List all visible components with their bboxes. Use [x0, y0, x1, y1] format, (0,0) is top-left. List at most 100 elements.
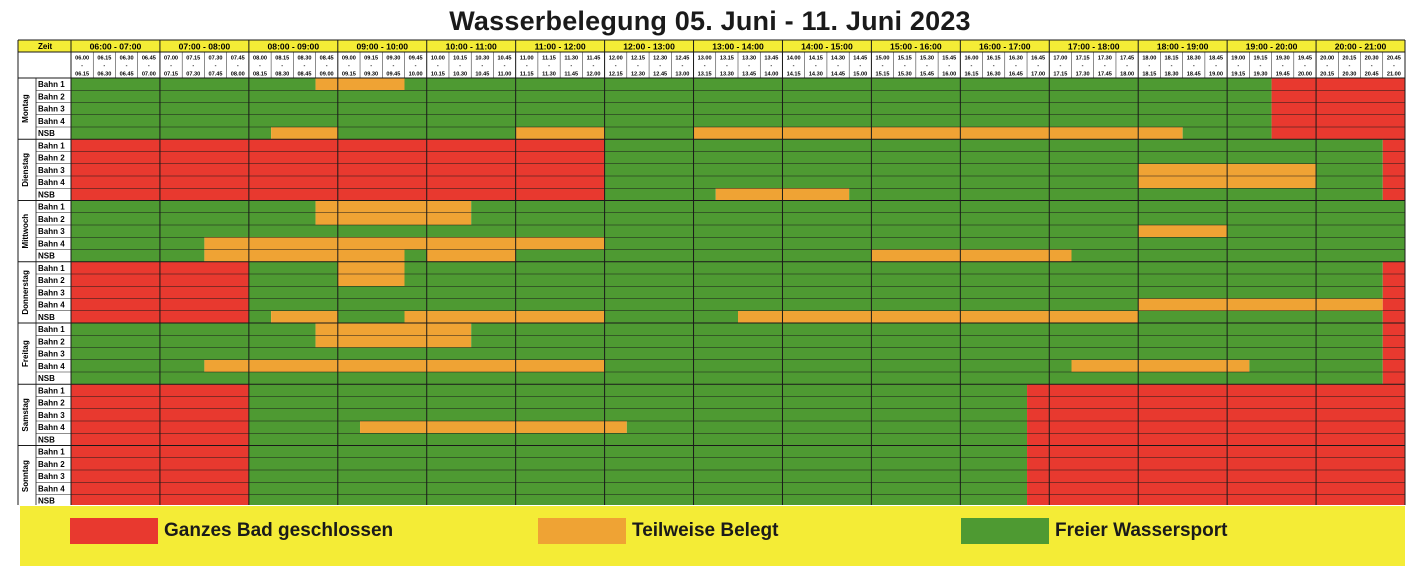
slot-start-label: 06.15	[97, 56, 111, 62]
slot-start-label: 10.45	[498, 56, 512, 62]
schedule-cell	[1382, 176, 1405, 189]
lane-label: Bahn 3	[38, 411, 65, 420]
slot-end-label: 12.45	[653, 72, 667, 78]
slot-dash: -	[570, 63, 572, 69]
schedule-cell	[1027, 396, 1405, 409]
slot-end-label: 15.30	[898, 72, 912, 78]
schedule-cell	[337, 261, 405, 274]
slot-end-label: 06.30	[97, 72, 111, 78]
lane-label: Bahn 2	[38, 337, 65, 346]
slot-start-label: 09.45	[409, 56, 423, 62]
schedule-cell	[1382, 323, 1405, 336]
slot-start-label: 07.45	[231, 56, 245, 62]
lane-label: Bahn 1	[38, 264, 65, 273]
slot-dash: -	[415, 63, 417, 69]
slot-dash: -	[704, 63, 706, 69]
slot-start-label: 16.45	[1031, 56, 1045, 62]
schedule-cell	[515, 127, 605, 140]
slot-start-label: 13.15	[720, 56, 734, 62]
legend-closed-label: Ganzes Bad geschlossen	[164, 520, 394, 541]
slot-end-label: 17.15	[1053, 72, 1067, 78]
hour-label: 14:00 - 15:00	[801, 41, 853, 51]
slot-dash: -	[281, 63, 283, 69]
schedule-cell	[604, 310, 738, 323]
schedule-cell	[337, 274, 405, 287]
schedule-cell	[71, 347, 1383, 360]
slot-end-label: 11.30	[542, 72, 556, 78]
slot-dash: -	[237, 63, 239, 69]
slot-start-label: 20.00	[1320, 56, 1334, 62]
hour-label: 18:00 - 19:00	[1157, 41, 1209, 51]
schedule-cell	[404, 274, 1383, 287]
schedule-cell	[248, 286, 1383, 299]
slot-start-label: 09.00	[342, 56, 356, 62]
slot-dash: -	[304, 63, 306, 69]
slot-end-label: 10.45	[475, 72, 489, 78]
slot-dash: -	[1104, 63, 1106, 69]
slot-dash: -	[526, 63, 528, 69]
schedule-cell	[1271, 102, 1405, 115]
schedule-cell	[315, 323, 472, 336]
slot-dash: -	[1326, 63, 1328, 69]
slot-start-label: 19.30	[1276, 56, 1290, 62]
lane-label: Bahn 4	[38, 362, 65, 371]
slot-start-label: 10.15	[453, 56, 467, 62]
slot-end-label: 13.00	[675, 72, 689, 78]
schedule-cell	[1027, 445, 1405, 458]
slot-end-label: 08.15	[253, 72, 267, 78]
schedule-cell	[404, 249, 427, 262]
slot-dash: -	[859, 63, 861, 69]
slot-end-label: 19.30	[1253, 72, 1267, 78]
schedule-cell	[471, 212, 1405, 225]
slot-start-label: 08.30	[297, 56, 311, 62]
schedule-cell	[604, 188, 716, 201]
day-label: Freitag	[21, 340, 30, 367]
schedule-cell	[1382, 139, 1405, 152]
slot-start-label: 07.30	[209, 56, 223, 62]
schedule-cell	[1271, 78, 1405, 91]
slot-end-label: 09.00	[320, 72, 334, 78]
slot-dash: -	[770, 63, 772, 69]
slot-dash: -	[170, 63, 172, 69]
slot-start-label: 10.00	[431, 56, 445, 62]
slot-dash: -	[837, 63, 839, 69]
schedule-cell	[71, 127, 272, 140]
schedule-cell	[248, 261, 338, 274]
schedule-cell	[1027, 384, 1405, 397]
legend-item-partial: Teilweise Belegt	[538, 518, 778, 544]
schedule-cell	[1382, 335, 1405, 348]
slot-dash: -	[1237, 63, 1239, 69]
slot-start-label: 13.30	[742, 56, 756, 62]
hour-label: 15:00 - 16:00	[890, 41, 942, 51]
slot-dash: -	[748, 63, 750, 69]
schedule-cell	[1271, 114, 1405, 127]
lane-label: Bahn 3	[38, 227, 65, 236]
slot-dash: -	[1282, 63, 1284, 69]
lane-label: NSB	[38, 252, 55, 261]
slot-end-label: 20.45	[1365, 72, 1379, 78]
slot-end-label: 15.15	[876, 72, 890, 78]
slot-dash: -	[593, 63, 595, 69]
slot-dash: -	[392, 63, 394, 69]
schedule-cell	[248, 274, 338, 287]
day-label: Samstag	[21, 398, 30, 431]
slot-dash: -	[348, 63, 350, 69]
slot-end-label: 09.15	[342, 72, 356, 78]
schedule-cell	[604, 249, 872, 262]
slot-end-label: 09.45	[386, 72, 400, 78]
schedule-cell	[204, 237, 605, 250]
schedule-cell	[71, 359, 205, 372]
schedule-cell	[471, 200, 1405, 213]
slot-end-label: 10.15	[431, 72, 445, 78]
schedule-cell	[315, 78, 405, 91]
free-color-swatch	[961, 518, 1049, 544]
lane-label: NSB	[38, 129, 55, 138]
slot-start-label: 13.45	[764, 56, 778, 62]
slot-end-label: 07.15	[164, 72, 178, 78]
hour-label: 07:00 - 08:00	[179, 41, 231, 51]
slot-start-label: 20.30	[1365, 56, 1379, 62]
slot-end-label: 19.45	[1276, 72, 1290, 78]
schedule-cell	[404, 78, 1272, 91]
hour-label: 06:00 - 07:00	[90, 41, 142, 51]
slot-start-label: 20.45	[1387, 56, 1401, 62]
